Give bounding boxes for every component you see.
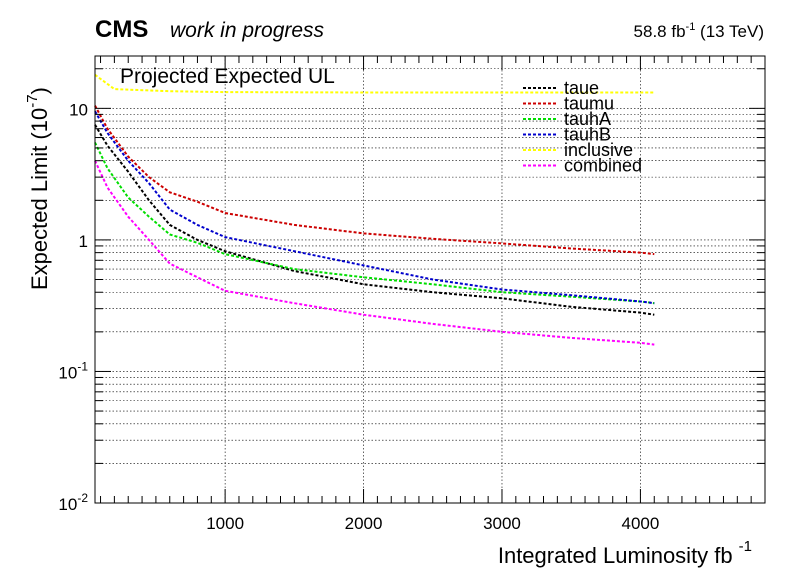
y-axis-label: Expected Limit (10-7) xyxy=(24,87,52,290)
series-group xyxy=(94,73,655,346)
y-tick-label-exp: -1 xyxy=(77,359,88,373)
lumi-energy: (13 TeV) xyxy=(695,22,764,41)
legend-label-tauhA: tauhA xyxy=(564,109,611,129)
x-tick-label: 3000 xyxy=(483,514,521,533)
legend-label-inclusive: inclusive xyxy=(564,140,633,160)
cms-label: CMS xyxy=(95,16,148,43)
series-line-tauhA xyxy=(94,142,655,305)
y-tick-label: 10 xyxy=(69,100,88,119)
x-axis-label-exp: -1 xyxy=(739,538,752,555)
legend-label-taue: taue xyxy=(564,78,599,98)
series-line-tauhB xyxy=(94,110,655,305)
legend-label-taumu: taumu xyxy=(564,94,614,114)
y-axis-label-close: ) xyxy=(27,87,52,94)
x-axis-label: Integrated Luminosity fb -1 xyxy=(498,538,752,568)
plot-frame xyxy=(94,55,766,504)
x-tick-label: 2000 xyxy=(345,514,383,533)
y-axis-label-text: Expected Limit (10 xyxy=(27,108,52,290)
lumi-label: 58.8 fb-1 (13 TeV) xyxy=(634,21,764,41)
x-axis: 1000 2000 3000 4000 xyxy=(100,56,752,533)
y-tick-label: 10-2 xyxy=(58,491,88,514)
y-tick-label: 10-1 xyxy=(58,359,88,382)
series-line-taue xyxy=(94,124,655,316)
y-tick-label: 1 xyxy=(79,232,88,251)
series-line-inclusive xyxy=(94,73,655,94)
legend-label-tauhB: tauhB xyxy=(564,125,611,145)
lumi-exp: -1 xyxy=(686,21,696,33)
status-label: work in progress xyxy=(170,19,325,42)
y-tick-label-base: 10 xyxy=(58,495,77,514)
y-tick-label-base: 10 xyxy=(58,363,77,382)
x-tick-label: 4000 xyxy=(621,514,659,533)
grid xyxy=(95,56,765,503)
y-axis-label-exp: -7 xyxy=(24,94,41,107)
chart-title: Projected Expected UL xyxy=(120,65,335,88)
series-line-taumu xyxy=(94,105,655,256)
lumi-value: 58.8 fb xyxy=(634,22,686,41)
x-tick-label: 1000 xyxy=(206,514,244,533)
legend-label-combined: combined xyxy=(564,156,642,176)
y-tick-label-exp: -2 xyxy=(77,491,88,505)
series-line-combined xyxy=(94,160,655,346)
x-axis-label-text: Integrated Luminosity fb xyxy=(498,543,733,568)
